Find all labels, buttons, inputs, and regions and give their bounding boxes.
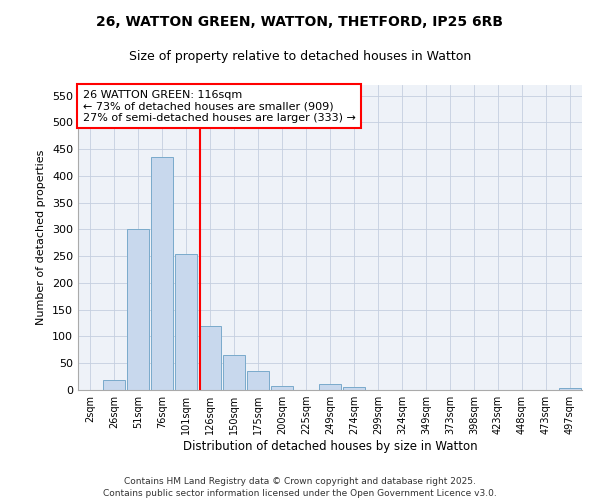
Bar [223,355,245,390]
Bar [343,388,365,390]
Text: Contains public sector information licensed under the Open Government Licence v3: Contains public sector information licen… [103,489,497,498]
Text: Contains HM Land Registry data © Crown copyright and database right 2025.: Contains HM Land Registry data © Crown c… [124,478,476,486]
Bar [559,388,581,390]
Bar [175,254,197,390]
Bar [127,230,149,390]
Bar [103,380,125,390]
Text: Size of property relative to detached houses in Watton: Size of property relative to detached ho… [129,50,471,63]
Bar [247,372,269,390]
Bar [271,386,293,390]
Bar [151,157,173,390]
X-axis label: Distribution of detached houses by size in Watton: Distribution of detached houses by size … [182,440,478,453]
Text: 26 WATTON GREEN: 116sqm
← 73% of detached houses are smaller (909)
27% of semi-d: 26 WATTON GREEN: 116sqm ← 73% of detache… [83,90,356,123]
Y-axis label: Number of detached properties: Number of detached properties [37,150,46,325]
Bar [199,326,221,390]
Bar [319,384,341,390]
Text: 26, WATTON GREEN, WATTON, THETFORD, IP25 6RB: 26, WATTON GREEN, WATTON, THETFORD, IP25… [97,15,503,29]
